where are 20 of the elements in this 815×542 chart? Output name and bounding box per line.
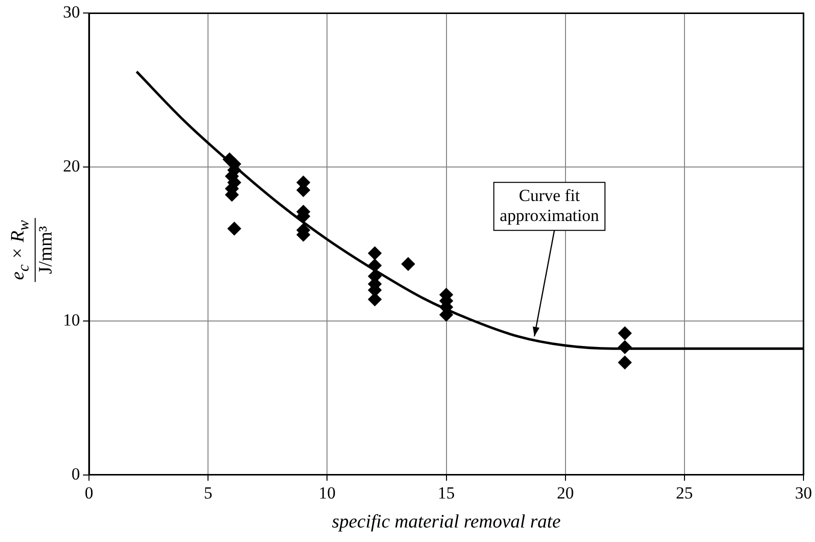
x-tick-label: 20 bbox=[556, 483, 574, 502]
point bbox=[401, 257, 416, 272]
x-tick-label: 10 bbox=[318, 483, 336, 502]
x-tick-label: 0 bbox=[84, 483, 94, 502]
x-tick-label: 15 bbox=[438, 483, 455, 502]
y-tick-label: 20 bbox=[63, 156, 80, 176]
y-tick-label: 0 bbox=[72, 464, 80, 484]
x-tick-label: 30 bbox=[795, 483, 812, 502]
x-tick-label: 25 bbox=[676, 483, 693, 502]
point bbox=[618, 355, 632, 370]
x-axis-title: specific material removal rate bbox=[332, 512, 561, 533]
y-tick-label: 30 bbox=[63, 2, 80, 22]
point bbox=[227, 222, 242, 236]
point bbox=[618, 340, 632, 354]
point bbox=[368, 246, 382, 260]
y-tick-label: 10 bbox=[63, 310, 80, 330]
x-tick-label: 5 bbox=[204, 483, 212, 502]
annotation: Curve fit approximation bbox=[500, 186, 600, 225]
point bbox=[368, 258, 382, 273]
point bbox=[618, 326, 632, 340]
